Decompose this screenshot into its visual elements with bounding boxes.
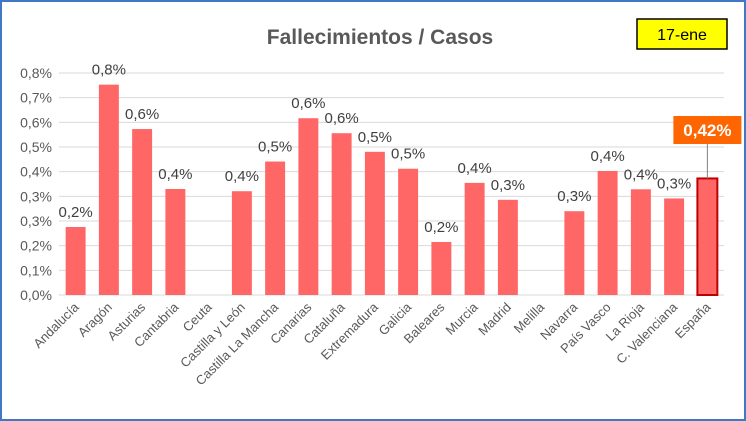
data-label: 0,4% <box>225 168 259 185</box>
bar <box>630 189 651 295</box>
y-tick-label: 0,4% <box>20 164 52 180</box>
bar <box>564 211 585 295</box>
chart-title: Fallecimientos / Casos <box>267 26 493 49</box>
highlight-label-box <box>673 116 742 144</box>
bar <box>265 161 286 295</box>
y-tick-label: 0,3% <box>20 213 52 229</box>
data-label: 0,4% <box>624 166 658 183</box>
bar <box>664 198 685 295</box>
data-label: 0,4% <box>591 148 625 165</box>
bar <box>298 118 319 295</box>
bars <box>65 84 719 296</box>
y-tick-label: 0,6% <box>20 114 52 130</box>
bar <box>497 199 518 295</box>
date-badge-box <box>636 18 728 50</box>
category-label: Murcia <box>443 299 482 338</box>
data-label: 0,5% <box>358 129 392 146</box>
y-tick-label: 0,8% <box>20 65 52 81</box>
data-label: 0,4% <box>158 166 192 183</box>
y-axis-ticks: 0,0% 0,1% 0,2% 0,3% 0,3% 0,4% 0,5% 0,6% 0,7% 0,8% <box>20 65 52 303</box>
bar <box>165 188 186 295</box>
bar <box>597 170 618 295</box>
highlight-data-label: 0,42% <box>683 121 731 140</box>
data-label: 0,2% <box>59 204 93 221</box>
y-tick-label: 0,0% <box>20 287 52 303</box>
y-tick-label: 0,1% <box>20 262 52 278</box>
y-tick-label: 0,5% <box>20 139 52 155</box>
data-labels: 0,2%0,8%0,6%0,4% 0,4%0,5%0,6%0,6%0,5%0,5%… <box>59 62 742 236</box>
data-label: 0,4% <box>458 160 492 177</box>
data-label: 0,3% <box>491 177 525 194</box>
category-label: Andalucía <box>30 299 82 351</box>
y-tick-label: 0,3% <box>20 188 52 204</box>
data-label: 0,5% <box>391 146 425 163</box>
bar <box>231 191 252 295</box>
bar <box>696 177 719 296</box>
data-label: 0,6% <box>325 110 359 127</box>
y-tick-label: 0,7% <box>20 90 52 106</box>
bar <box>398 168 419 295</box>
bar <box>431 241 452 295</box>
date-badge: 17-ene <box>636 18 728 50</box>
bar <box>464 182 485 295</box>
data-label: 0,6% <box>291 95 325 112</box>
data-label: 0,6% <box>125 106 159 123</box>
date-badge-text: 17-ene <box>657 27 707 44</box>
bar <box>65 227 86 295</box>
data-label: 0,3% <box>557 188 591 205</box>
bar <box>98 84 119 295</box>
data-label: 0,8% <box>92 62 126 79</box>
x-axis-categories: AndalucíaAragónAsturiasCantabriaCeutaCas… <box>30 299 714 388</box>
data-label: 0,5% <box>258 139 292 156</box>
data-label: 0,2% <box>424 219 458 236</box>
category-label: Madrid <box>475 300 514 339</box>
category-label: España <box>672 299 714 341</box>
data-label: 0,3% <box>657 175 691 192</box>
y-tick-label: 0,2% <box>20 238 52 254</box>
bar <box>364 151 385 295</box>
bar <box>331 133 352 295</box>
bar <box>132 129 153 295</box>
